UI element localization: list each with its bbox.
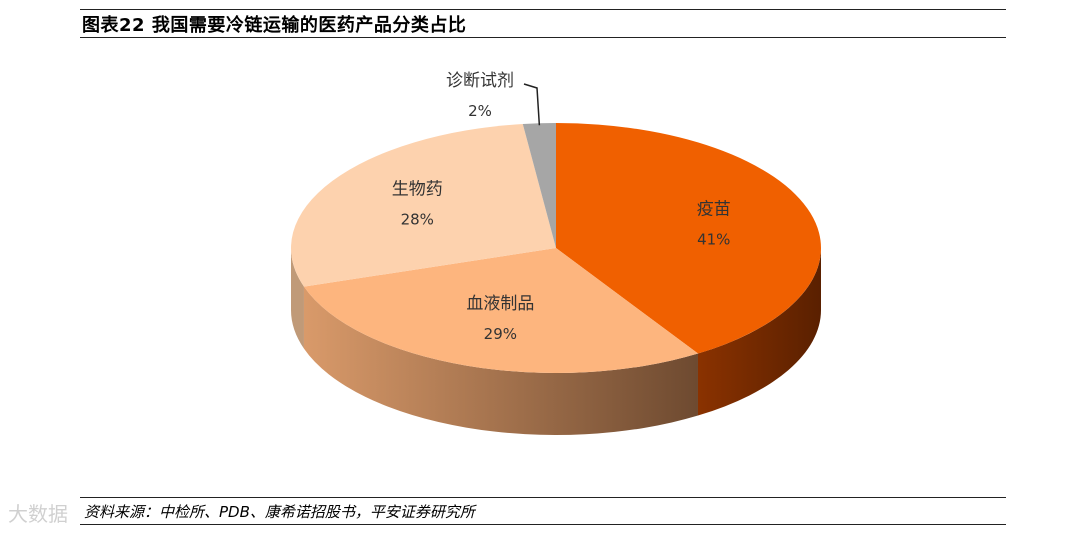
slice-label-2: 生物药	[392, 179, 443, 199]
source-bottom-rule	[80, 524, 1006, 525]
watermark: 大数据	[8, 502, 68, 526]
slice-label-0: 疫苗	[697, 199, 731, 219]
pie-side-2	[291, 248, 304, 349]
pie-tops	[291, 123, 822, 374]
source-note: 资料来源：中检所、PDB、康希诺招股书，平安证券研究所	[84, 503, 475, 521]
leader-line-3	[523, 83, 541, 126]
top-rule	[80, 9, 1006, 10]
pie-slice-2	[291, 123, 556, 287]
pie-side-1	[303, 286, 698, 435]
source-top-rule	[80, 497, 1006, 498]
slice-pct-2: 28%	[401, 210, 434, 228]
figure-title: 图表22 我国需要冷链运输的医药产品分类占比	[82, 15, 467, 36]
slice-pct-1: 29%	[484, 325, 517, 343]
title-rule	[80, 37, 1006, 38]
pie-labels: 疫苗 41% 血液制品 29% 生物药 28% 诊断试剂 2%	[392, 71, 731, 343]
slice-label-3: 诊断试剂	[446, 71, 514, 91]
slice-pct-3: 2%	[468, 102, 492, 120]
slice-pct-0: 41%	[697, 230, 730, 248]
pie-slice-1	[303, 248, 698, 374]
pie-slice-3	[522, 123, 556, 248]
pie-slice-0	[556, 123, 822, 354]
pie-sides	[291, 248, 821, 435]
pie-side-0	[697, 248, 821, 416]
slice-label-1: 血液制品	[466, 294, 534, 314]
